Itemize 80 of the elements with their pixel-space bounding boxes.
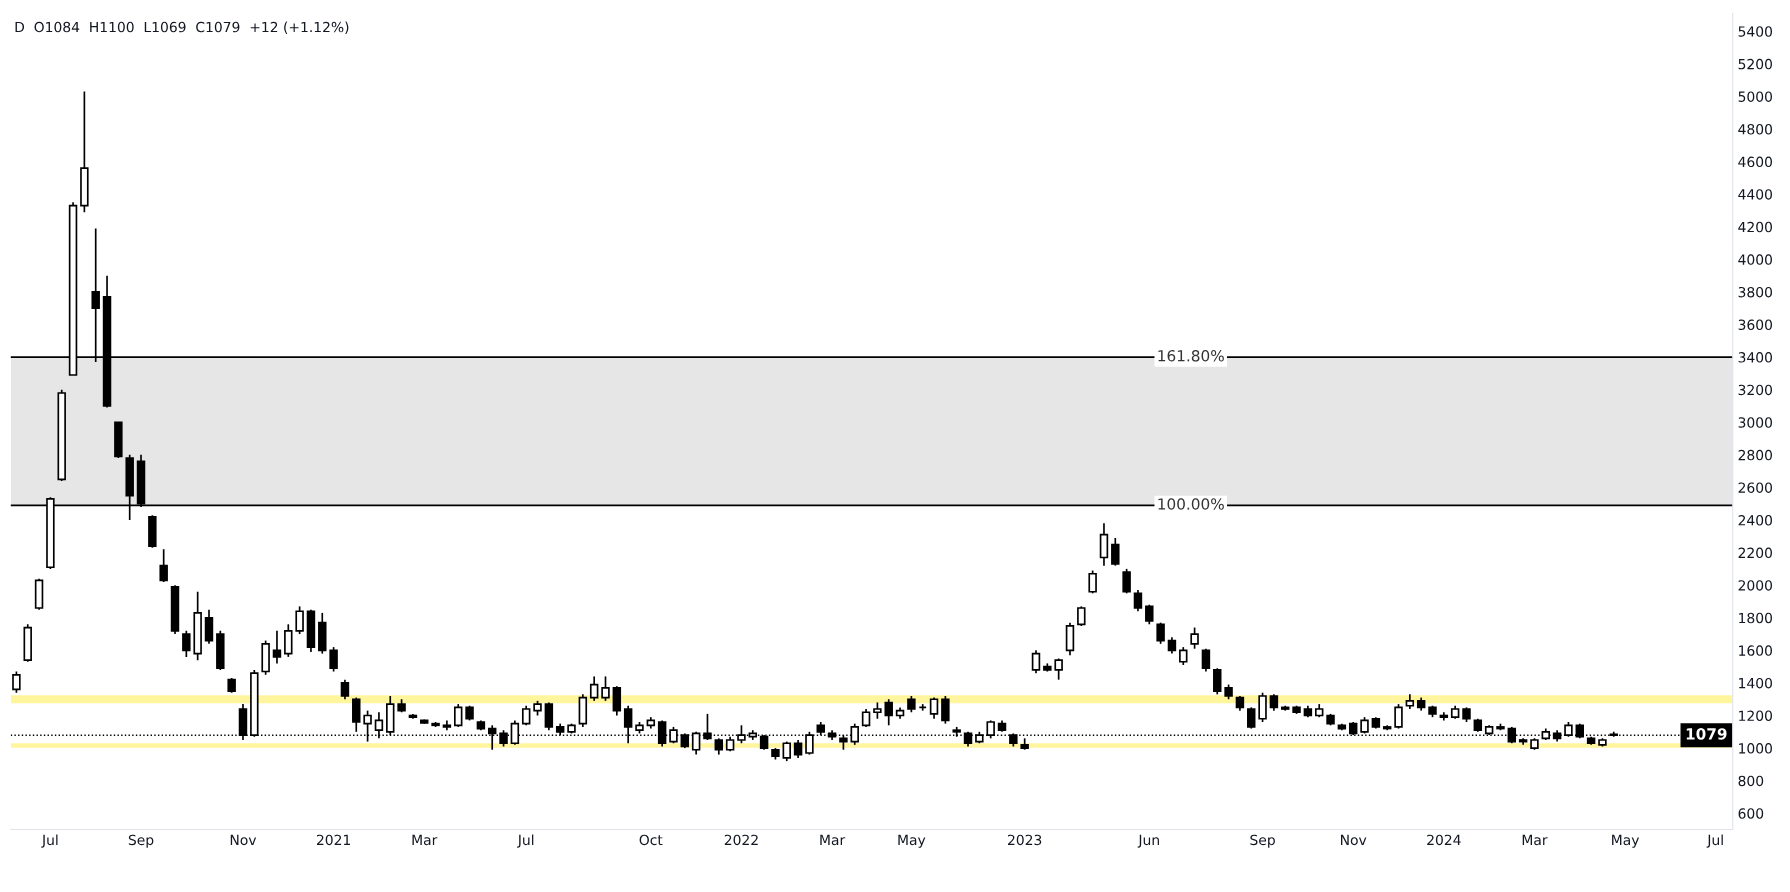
candlestick [703, 713, 712, 741]
y-tick-label: 1400 [1739, 677, 1773, 689]
candlestick [691, 730, 701, 756]
annotation: 100.00% [1158, 498, 1224, 510]
y-tick-label: 800 [1738, 775, 1764, 787]
y-tick-label: 2200 [1738, 547, 1773, 559]
x-tick-label: 2023 [1008, 834, 1042, 846]
candlestick [453, 703, 463, 728]
y-tick-label: 600 [1738, 808, 1764, 819]
x-tick-label: Jul [517, 834, 534, 848]
annotation: 161.80% [1158, 350, 1224, 362]
y-tick-label: 1800 [1739, 612, 1773, 624]
y-tick-label: 3800 [1738, 286, 1773, 298]
candlestick [544, 701, 554, 732]
y-tick-label: 2400 [1738, 515, 1773, 526]
candlestick [589, 675, 599, 702]
x-tick-label: Mar [412, 834, 438, 846]
y-tick-label: 2600 [1738, 482, 1773, 493]
x-tick-label: Sep [128, 834, 154, 848]
candlestick [159, 548, 168, 583]
candlestick [329, 646, 338, 673]
y-tick-label: 3400 [1738, 352, 1773, 363]
x-tick-label: Jul [1706, 834, 1723, 848]
candlestick [1394, 703, 1403, 730]
text: D O1084 H1100 L1069 C1079 +12 (+1.12%) [15, 21, 349, 34]
y-tick-label: 2000 [1738, 580, 1773, 591]
y-tick-label: 4000 [1738, 254, 1773, 265]
x-tick-label: Oct [639, 834, 663, 846]
candlestick [272, 629, 282, 665]
candlestick [884, 698, 893, 727]
candlestick [941, 695, 950, 725]
candlestick [805, 730, 814, 756]
y-tick-label: 2800 [1738, 449, 1773, 461]
candlestick [1258, 691, 1267, 723]
candlestick [295, 605, 304, 635]
x-tick-label: May [1612, 834, 1640, 848]
x-tick-label: Jul [41, 834, 58, 848]
candlestick [1099, 522, 1109, 567]
y-tick-label: 1600 [1739, 645, 1773, 656]
candlestick [1201, 647, 1211, 673]
candlestick [601, 675, 610, 702]
x-tick-label: 2022 [724, 834, 758, 846]
candlestick [1077, 605, 1086, 627]
candlestick [1190, 626, 1199, 650]
candlestick [284, 623, 293, 658]
x-tick-label: Nov [230, 834, 257, 846]
candlestick [1145, 603, 1154, 626]
candlestick [340, 678, 350, 701]
x-tick-label: 2024 [1427, 834, 1461, 846]
y-tick-label: 5400 [1738, 26, 1773, 37]
y-tick-label: 3600 [1738, 319, 1773, 331]
candlestick [1111, 537, 1120, 567]
y-tick-label: 5000 [1738, 91, 1773, 102]
x-tick-label: Mar [820, 834, 846, 846]
candlestick [352, 696, 361, 733]
y-tick-label: 4600 [1738, 156, 1773, 168]
x-tick-label: Jun [1137, 834, 1159, 848]
candlestick [612, 685, 622, 717]
y-tick-label: 1200 [1739, 710, 1773, 721]
x-tick-label: 2021 [316, 834, 350, 846]
x-tick-label: Sep [1250, 834, 1275, 848]
candlestick [1247, 706, 1256, 730]
x-tick-label: May [898, 834, 926, 848]
y-tick-label: 1000 [1739, 743, 1773, 754]
y-tick-label: 5200 [1738, 58, 1773, 70]
candlestick [1213, 667, 1222, 696]
y-tick-label: 4400 [1738, 189, 1773, 200]
y-tick-label: 3200 [1738, 384, 1773, 396]
x-tick-label: Mar [1522, 834, 1548, 846]
candlestick [1122, 568, 1131, 595]
candlestick [1133, 589, 1143, 613]
candlestick [1031, 649, 1041, 675]
x-tick-label: Nov [1341, 834, 1367, 846]
candlestick [12, 670, 21, 694]
y-tick-label: 4800 [1738, 124, 1773, 135]
candlestick [182, 629, 191, 658]
candlestick [204, 608, 214, 645]
y-tick-label: 4200 [1738, 221, 1773, 233]
y-tick-label: 3000 [1738, 417, 1773, 428]
ref-line-label: 1079 [1686, 728, 1727, 740]
